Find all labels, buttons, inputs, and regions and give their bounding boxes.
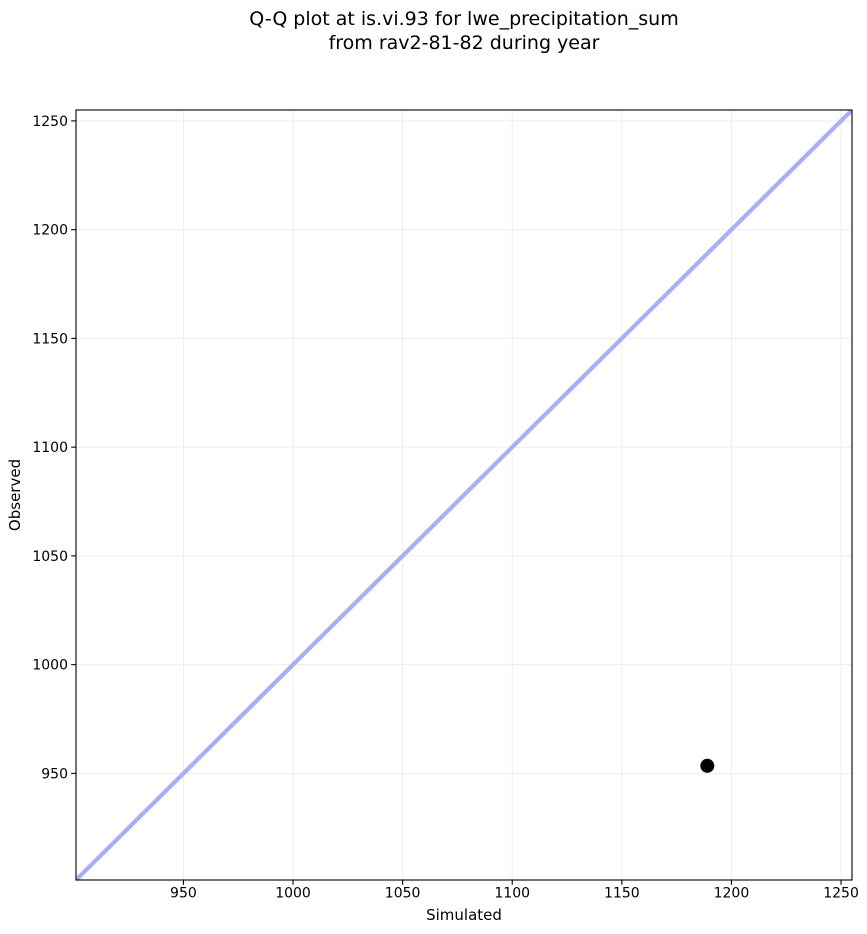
gridlines-layer (76, 110, 852, 880)
y-tick-label: 1250 (32, 114, 68, 130)
plot-frame (75, 109, 853, 881)
x-axis-label: Simulated (426, 906, 502, 924)
x-tick-label: 950 (170, 886, 197, 902)
chart-title-line2: from rav2-81-82 during year (329, 32, 600, 54)
y-tick-label: 1050 (32, 549, 68, 565)
identity-line (76, 110, 852, 880)
chart-title-line1: Q-Q plot at is.vi.93 for lwe_precipitati… (249, 8, 678, 30)
y-tick-label: 950 (41, 766, 68, 782)
y-tick-label: 1000 (32, 658, 68, 674)
data-point (700, 758, 715, 773)
series-layer (76, 110, 852, 880)
y-tick-label: 1200 (32, 223, 68, 239)
ticks-layer: 950 1000 1050 1100 1150 1200 1250 950 1000 1050 11… (32, 114, 859, 902)
x-tick-label: 1200 (714, 886, 750, 902)
y-tick-label: 1150 (32, 331, 68, 347)
y-axis-label: Observed (6, 459, 24, 531)
x-tick-label: 1150 (604, 886, 640, 902)
x-tick-label: 1250 (823, 886, 859, 902)
x-tick-label: 1100 (494, 886, 530, 902)
x-tick-label: 1050 (385, 886, 421, 902)
x-tick-label: 1000 (275, 886, 311, 902)
y-tick-label: 1100 (32, 440, 68, 456)
